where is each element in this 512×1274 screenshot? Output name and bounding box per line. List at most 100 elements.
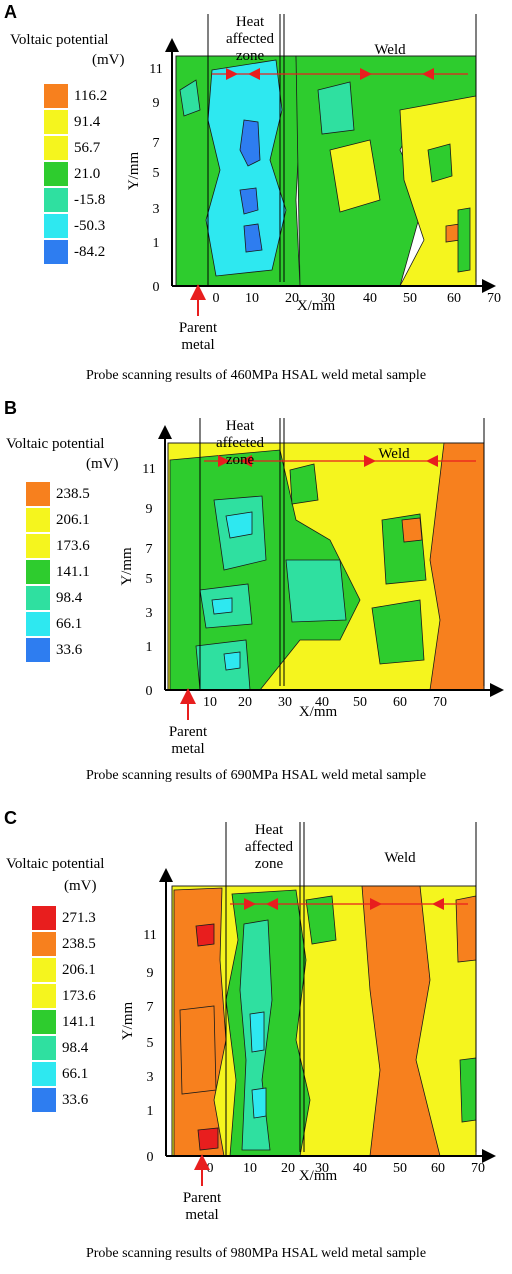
legend-title: Voltaic potential [6,436,105,452]
legend-swatch [32,906,56,930]
red-arrow-icon [364,455,376,467]
legend-value: 116.2 [74,88,108,104]
legend-swatch [44,84,68,108]
x-tick-label: 40 [315,695,329,710]
legend-swatch [44,214,68,238]
red-arrow-icon [248,68,260,80]
contour-region [305,895,337,945]
legend-value: 33.6 [62,1092,89,1108]
haz-label: Heat [255,822,284,838]
legend-value: 173.6 [56,538,90,554]
x-tick-label: 60 [447,291,461,306]
contour-region [251,1087,267,1119]
legend-item: 66.1 [26,612,136,637]
panel-b: 0 1 3 5 7 9 11 10 20 30 40 50 60 70 Y/mm X/mm Heat affect… [0,396,512,796]
legend-swatch [32,1010,56,1034]
legend-swatch [32,1088,56,1112]
legend-item: -84.2 [44,240,154,265]
red-arrow-icon [244,898,256,910]
contour-map-c: 0 1 3 5 7 9 11 0 10 20 30 40 50 60 70 Y/mm X/mm Heataffec… [120,822,496,1223]
legend-title: Voltaic potential [6,856,105,872]
x-tick-label: 60 [393,695,407,710]
x-tick-label: 70 [471,1161,485,1176]
legend-value: 98.4 [62,1040,89,1056]
x-tick-label: 50 [353,695,367,710]
y-tick-label: 5 [147,1036,154,1051]
x-tick-label: 20 [238,695,252,710]
parent-arrow-icon [190,284,206,300]
parent-metal-label: metal [185,1207,218,1223]
y-tick-label: 7 [153,136,160,151]
contour-region [455,895,477,963]
y-axis-arrow [158,425,172,439]
x-tick-label: 30 [315,1161,329,1176]
y-tick-label: 3 [147,1070,154,1085]
x-tick-label: 60 [431,1161,445,1176]
legend-value: 91.4 [74,114,101,130]
y-axis-label: Y/mm [120,1002,136,1041]
contour-region [179,1005,217,1095]
legend-item: 141.1 [32,1010,142,1035]
contour-region [401,517,423,543]
weld-label: Weld [378,446,410,462]
x-tick-label: 70 [433,695,447,710]
legend-item: 238.5 [32,932,142,957]
legend-item: 33.6 [32,1088,142,1113]
x-axis-label: X/mm [297,298,336,314]
red-arrow-icon [432,898,444,910]
legend-swatch [26,612,50,636]
x-tick-label: 0 [213,291,220,306]
contour-map-a: 0 1 3 5 7 9 11 0 10 20 30 40 50 60 70 Y/mm X/mm Heataffec… [126,14,501,353]
y-tick-label: 9 [146,502,153,517]
weld-label: Weld [374,42,406,58]
y-tick-label: 11 [142,462,155,477]
x-axis-arrow [490,683,504,697]
y-tick-label: 1 [147,1104,154,1119]
haz-label: zone [226,452,255,468]
contour-region [317,81,355,135]
haz-label: Heat [236,14,265,30]
legend-item: 141.1 [26,560,136,585]
contour-fill [175,55,477,287]
legend-value: 141.1 [62,1014,96,1030]
legend-unit: (mV) [64,878,97,894]
y-tick-label: 9 [153,96,160,111]
y-tick-label: 7 [147,1000,154,1015]
y-tick-label: 3 [146,606,153,621]
legend-item: 238.5 [26,482,136,507]
contour-region [289,463,319,505]
y-tick-label: 0 [153,280,160,295]
legend-item: -50.3 [44,214,154,239]
contour-region [239,119,261,167]
haz-label: zone [236,48,265,64]
red-arrow-icon [226,68,238,80]
legend-value: 66.1 [56,616,83,632]
legend-value: 98.4 [56,590,83,606]
contour-fill [167,442,485,691]
haz-label: affected [216,435,265,451]
legend-value: -84.2 [74,244,106,260]
legend-item: 33.6 [26,638,136,663]
x-tick-label: 10 [203,695,217,710]
legend-item: -15.8 [44,188,154,213]
legend-swatch [44,136,68,160]
y-tick-label: 9 [147,966,154,981]
y-tick-label: 1 [146,640,153,655]
legend-swatch [32,984,56,1008]
x-tick-label: 50 [403,291,417,306]
legend-value: 173.6 [62,988,96,1004]
contour-region [285,559,347,623]
legend-swatch [32,1036,56,1060]
red-arrow-icon [360,68,372,80]
y-tick-label: 5 [153,166,160,181]
legend-item: 21.0 [44,162,154,187]
parent-arrow-icon [180,688,196,704]
x-tick-label: 70 [487,291,501,306]
x-tick-label: 30 [321,291,335,306]
red-arrow-icon [422,68,434,80]
x-axis-label: X/mm [299,1168,338,1184]
contour-region [427,143,453,183]
contour-region [197,1127,219,1151]
contour-region [459,1057,477,1123]
legend-item: 66.1 [32,1062,142,1087]
